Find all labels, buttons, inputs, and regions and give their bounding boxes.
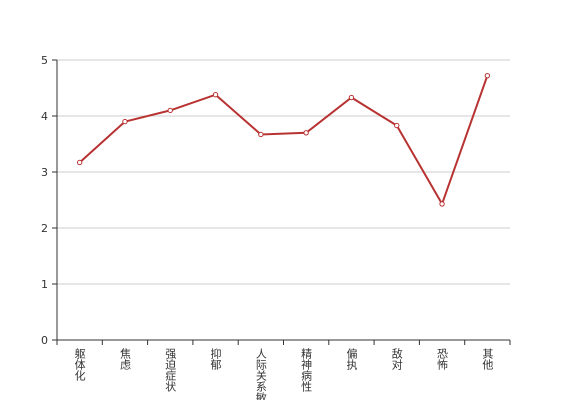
y-tick-label: 4 (41, 110, 48, 123)
point (484, 72, 491, 79)
point (76, 159, 83, 166)
point (167, 107, 173, 114)
point (212, 92, 219, 98)
x-tick-label: 抑郁 (209, 347, 222, 370)
x-tick-label: 躯体化 (73, 348, 86, 382)
y-tick-label: 0 (41, 334, 48, 347)
x-tick-label: 偏执 (345, 347, 358, 371)
point (122, 118, 128, 125)
y-tick-label: 3 (41, 166, 48, 179)
x-tick-label: 其他 (481, 348, 494, 370)
x-tick-label: 精神病性 (300, 348, 313, 393)
point (303, 130, 309, 136)
point (258, 131, 264, 138)
y-tick-label: 2 (41, 222, 48, 235)
y-tick-label: 5 (41, 54, 48, 67)
x-tick-label: 人际关系敏感 (254, 348, 267, 400)
x-tick-label: 焦虑 (118, 348, 131, 370)
x-tick-label: 强迫症状 (164, 348, 177, 392)
x-tick-label: 敌对 (390, 347, 403, 370)
point (394, 122, 400, 129)
y-tick-label: 1 (41, 278, 48, 291)
line (78, 75, 489, 207)
x-tick-label: 恐怖 (436, 348, 449, 370)
point (439, 201, 445, 207)
point (348, 94, 355, 101)
